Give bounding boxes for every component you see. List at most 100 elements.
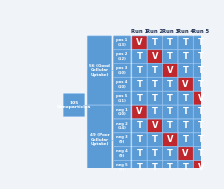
FancyBboxPatch shape — [163, 105, 178, 119]
FancyBboxPatch shape — [194, 50, 209, 63]
Text: T: T — [198, 38, 204, 47]
FancyBboxPatch shape — [113, 161, 131, 174]
FancyBboxPatch shape — [147, 105, 162, 119]
Text: Run 1: Run 1 — [131, 29, 148, 34]
Text: T: T — [198, 80, 204, 89]
FancyBboxPatch shape — [113, 64, 131, 77]
Text: neg 3
(9): neg 3 (9) — [116, 136, 128, 144]
Text: 49 (Poor
Cellular
Uptake): 49 (Poor Cellular Uptake) — [90, 133, 109, 146]
Text: T: T — [136, 121, 142, 130]
FancyBboxPatch shape — [194, 161, 209, 174]
FancyBboxPatch shape — [132, 91, 147, 105]
FancyBboxPatch shape — [87, 105, 112, 174]
Text: neg 4
(9): neg 4 (9) — [116, 149, 128, 158]
Text: pos 5
(11): pos 5 (11) — [116, 94, 128, 102]
FancyBboxPatch shape — [147, 133, 162, 146]
FancyBboxPatch shape — [178, 133, 193, 146]
Text: T: T — [136, 135, 142, 144]
Text: T: T — [136, 163, 142, 172]
FancyBboxPatch shape — [147, 91, 162, 105]
FancyBboxPatch shape — [163, 161, 178, 174]
FancyBboxPatch shape — [178, 147, 193, 160]
FancyBboxPatch shape — [163, 119, 178, 133]
Text: Run 4: Run 4 — [177, 29, 194, 34]
FancyBboxPatch shape — [194, 36, 209, 50]
Text: T: T — [183, 94, 189, 103]
Text: T: T — [152, 149, 158, 158]
Text: T: T — [152, 94, 158, 103]
Text: T: T — [198, 52, 204, 61]
Text: T: T — [167, 121, 173, 130]
FancyBboxPatch shape — [178, 64, 193, 77]
Text: T: T — [183, 135, 189, 144]
FancyBboxPatch shape — [132, 119, 147, 133]
FancyBboxPatch shape — [178, 91, 193, 105]
Text: T: T — [198, 121, 204, 130]
FancyBboxPatch shape — [163, 64, 178, 77]
Text: T: T — [167, 80, 173, 89]
FancyBboxPatch shape — [163, 91, 178, 105]
FancyBboxPatch shape — [163, 77, 178, 91]
FancyBboxPatch shape — [194, 119, 209, 133]
FancyBboxPatch shape — [194, 77, 209, 91]
Text: T: T — [152, 38, 158, 47]
FancyBboxPatch shape — [132, 36, 147, 50]
Text: pos 4
(10): pos 4 (10) — [116, 80, 128, 89]
Text: neg 1
(10): neg 1 (10) — [116, 108, 128, 116]
Text: V: V — [167, 66, 174, 75]
FancyBboxPatch shape — [194, 147, 209, 160]
FancyBboxPatch shape — [132, 64, 147, 77]
FancyBboxPatch shape — [178, 105, 193, 119]
Text: V: V — [182, 149, 189, 158]
FancyBboxPatch shape — [113, 77, 131, 91]
Text: Run 3: Run 3 — [162, 29, 179, 34]
FancyBboxPatch shape — [178, 77, 193, 91]
FancyBboxPatch shape — [87, 36, 112, 105]
FancyBboxPatch shape — [178, 119, 193, 133]
FancyBboxPatch shape — [132, 77, 147, 91]
FancyBboxPatch shape — [132, 133, 147, 146]
Text: T: T — [167, 52, 173, 61]
FancyBboxPatch shape — [147, 77, 162, 91]
Text: V: V — [152, 52, 158, 61]
FancyBboxPatch shape — [113, 36, 131, 50]
FancyBboxPatch shape — [178, 50, 193, 63]
FancyBboxPatch shape — [113, 133, 131, 146]
FancyBboxPatch shape — [147, 119, 162, 133]
Text: T: T — [183, 163, 189, 172]
Text: pos 2
(12): pos 2 (12) — [116, 52, 128, 61]
Text: T: T — [152, 66, 158, 75]
Text: 105
Nanoparticles: 105 Nanoparticles — [57, 101, 91, 109]
FancyBboxPatch shape — [132, 147, 147, 160]
Text: T: T — [167, 38, 173, 47]
Text: V: V — [198, 163, 204, 172]
FancyBboxPatch shape — [132, 50, 147, 63]
FancyBboxPatch shape — [163, 133, 178, 146]
FancyBboxPatch shape — [147, 147, 162, 160]
Text: T: T — [152, 135, 158, 144]
Text: V: V — [167, 135, 174, 144]
Text: pos 3
(10): pos 3 (10) — [116, 66, 128, 75]
Text: Run 5: Run 5 — [192, 29, 210, 34]
FancyBboxPatch shape — [163, 36, 178, 50]
Text: T: T — [167, 108, 173, 116]
Text: T: T — [167, 149, 173, 158]
FancyBboxPatch shape — [113, 147, 131, 160]
FancyBboxPatch shape — [147, 161, 162, 174]
Text: T: T — [136, 80, 142, 89]
Text: T: T — [183, 38, 189, 47]
FancyBboxPatch shape — [132, 161, 147, 174]
Text: 56 (Good
Cellular
Uptake): 56 (Good Cellular Uptake) — [89, 64, 110, 77]
FancyBboxPatch shape — [132, 105, 147, 119]
FancyBboxPatch shape — [163, 147, 178, 160]
Text: T: T — [183, 108, 189, 116]
FancyBboxPatch shape — [147, 64, 162, 77]
Text: T: T — [167, 94, 173, 103]
Text: V: V — [136, 108, 143, 116]
Text: V: V — [182, 80, 189, 89]
FancyBboxPatch shape — [194, 91, 209, 105]
Text: T: T — [136, 66, 142, 75]
Text: V: V — [198, 94, 204, 103]
FancyBboxPatch shape — [147, 36, 162, 50]
Text: neg 5
(7): neg 5 (7) — [116, 163, 128, 172]
